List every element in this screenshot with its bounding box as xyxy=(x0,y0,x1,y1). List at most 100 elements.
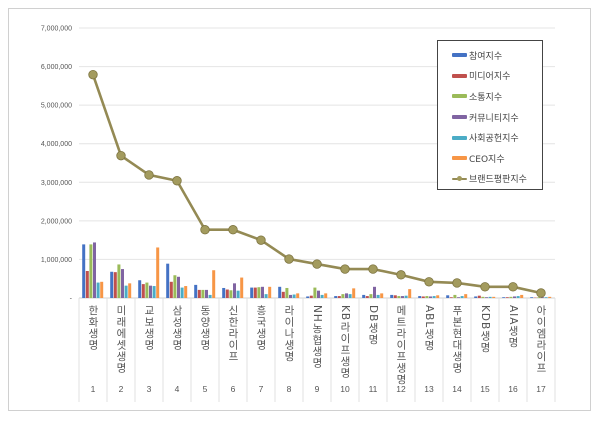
bar-5-8 xyxy=(292,294,296,298)
bar-2-5 xyxy=(197,289,201,298)
bar-4-5 xyxy=(205,289,208,298)
category-label: 삼성생명 xyxy=(171,305,183,351)
bar-3-17 xyxy=(537,297,541,298)
legend-label: 브랜드평판지수 xyxy=(469,175,527,186)
bar-3-16 xyxy=(509,296,513,298)
rank-label: 15 xyxy=(480,384,490,394)
bar-3-10 xyxy=(341,294,345,298)
bar-4-10 xyxy=(345,293,348,298)
bar-6-6 xyxy=(240,277,244,298)
bar-3-1 xyxy=(89,244,93,298)
category-label: 신한라이프 xyxy=(227,305,239,363)
legend-item: 참여지수 xyxy=(438,45,542,66)
category-label: KB라이프생명 xyxy=(339,305,351,379)
y-tick-label: 1,000,000 xyxy=(41,257,72,264)
legend-label: 미디어지수 xyxy=(469,72,511,83)
bar-3-9 xyxy=(313,287,317,298)
bar-4-17 xyxy=(541,297,544,298)
chart-frame xyxy=(8,8,591,411)
bar-6-11 xyxy=(380,293,384,298)
bar-4-6 xyxy=(233,283,236,298)
category-label: 라이나생명 xyxy=(283,305,295,363)
bar-2-14 xyxy=(449,297,453,298)
bar-2-9 xyxy=(309,295,313,298)
line-point-17 xyxy=(536,288,546,298)
line-point-5 xyxy=(200,225,210,235)
bar-6-3 xyxy=(156,247,160,298)
bar-2-16 xyxy=(505,297,509,298)
bar-1-2 xyxy=(110,271,114,298)
bar-5-1 xyxy=(96,282,100,298)
line-point-9 xyxy=(312,259,322,269)
bar-5-7 xyxy=(264,294,268,298)
bar-2-12 xyxy=(393,295,397,298)
legend-item: CEO지수 xyxy=(438,148,542,169)
legend-label: 소통지수 xyxy=(469,92,503,103)
legend-item: 사회공헌지수 xyxy=(438,127,542,148)
rank-label: 13 xyxy=(424,384,434,394)
rank-label: 1 xyxy=(90,384,96,394)
bar-1-14 xyxy=(446,295,450,298)
bar-5-13 xyxy=(432,296,436,298)
bar-1-5 xyxy=(194,284,198,298)
rank-label: 7 xyxy=(258,384,264,394)
rank-label: 5 xyxy=(202,384,208,394)
category-label: DB생명 xyxy=(367,305,379,346)
bar-2-7 xyxy=(253,287,257,298)
bar-6-17 xyxy=(548,296,552,298)
bar-5-9 xyxy=(320,294,324,298)
bar-4-2 xyxy=(121,269,124,298)
bar-6-15 xyxy=(492,296,496,298)
bar-6-7 xyxy=(268,286,272,298)
y-tick-label: 5,000,000 xyxy=(41,103,72,110)
y-tick-label: - xyxy=(70,296,73,303)
line-point-15 xyxy=(480,282,490,292)
line-point-8 xyxy=(284,254,294,264)
bar-4-15 xyxy=(485,297,488,298)
bar-5-10 xyxy=(348,294,352,298)
legend-swatch xyxy=(452,135,467,140)
line-point-1 xyxy=(88,69,98,80)
rank-label: 16 xyxy=(508,384,518,394)
line-point-14 xyxy=(452,278,462,288)
bar-3-4 xyxy=(173,275,177,298)
bar-6-2 xyxy=(128,283,132,298)
rank-label: 12 xyxy=(396,384,406,394)
legend-item: 소통지수 xyxy=(438,86,542,107)
bar-6-9 xyxy=(324,293,328,298)
bar-1-16 xyxy=(502,297,506,298)
bar-6-8 xyxy=(296,293,300,298)
legend-swatch xyxy=(452,156,467,161)
bar-2-3 xyxy=(141,284,145,298)
category-label: NH농협생명 xyxy=(311,305,323,369)
category-label: 흥국생명 xyxy=(255,305,267,351)
legend-label: 커뮤니티지수 xyxy=(469,113,519,124)
bar-5-4 xyxy=(180,287,184,298)
bar-4-14 xyxy=(457,297,460,298)
bar-6-16 xyxy=(520,294,524,298)
bar-2-2 xyxy=(113,272,117,298)
line-point-2 xyxy=(116,150,126,161)
rank-label: 14 xyxy=(452,384,462,394)
rank-label: 3 xyxy=(146,384,152,394)
rank-label: 10 xyxy=(340,384,350,394)
bar-1-9 xyxy=(306,296,310,298)
bar-3-8 xyxy=(285,287,289,298)
rank-label: 6 xyxy=(230,384,236,394)
line-point-7 xyxy=(256,235,266,245)
bar-6-12 xyxy=(408,289,412,298)
bar-2-4 xyxy=(169,281,173,298)
bar-3-6 xyxy=(229,290,233,298)
bar-4-3 xyxy=(149,285,152,298)
rank-label: 11 xyxy=(368,384,378,394)
bar-1-11 xyxy=(362,294,366,298)
bar-1-3 xyxy=(138,280,142,298)
category-label: KDB생명 xyxy=(479,305,491,354)
bar-6-13 xyxy=(436,295,440,298)
bar-5-15 xyxy=(488,296,492,298)
bar-3-13 xyxy=(425,296,429,298)
category-label: 미래에셋생명 xyxy=(115,305,127,374)
bar-6-5 xyxy=(212,270,216,298)
category-label: AIA생명 xyxy=(507,305,519,349)
bar-2-15 xyxy=(477,295,481,298)
